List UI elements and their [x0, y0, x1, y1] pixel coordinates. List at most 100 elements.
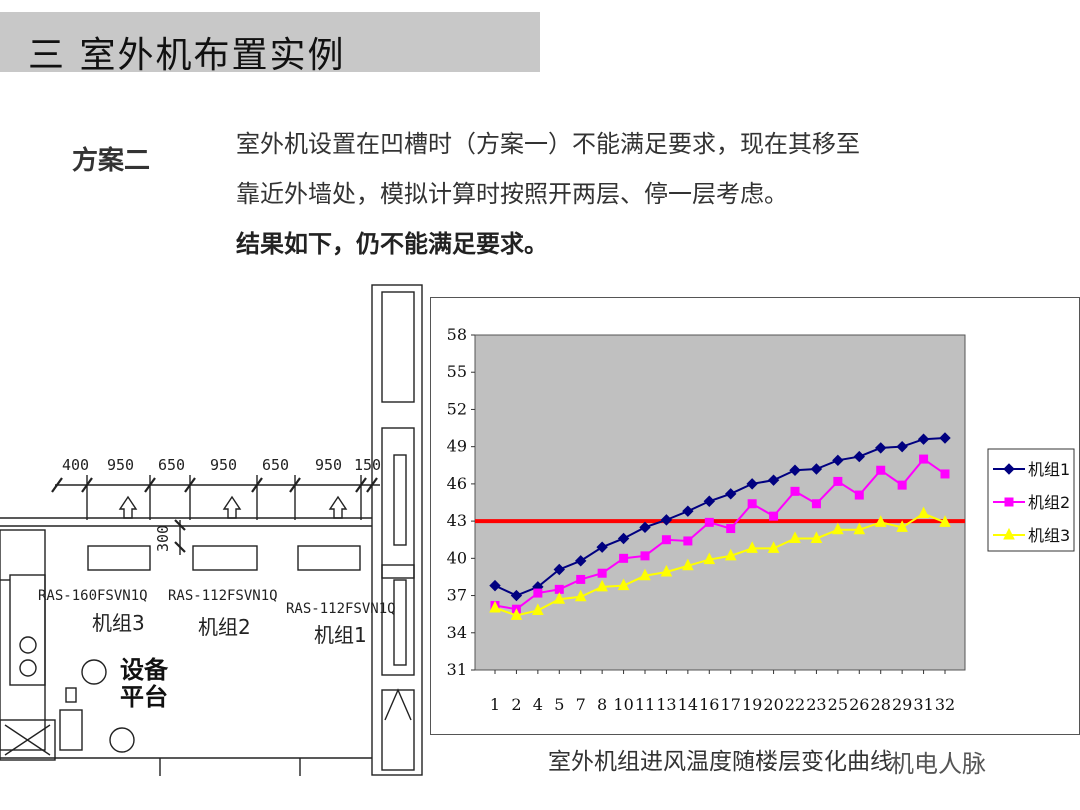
data-point [917, 433, 930, 445]
x-tick-label: 13 [656, 695, 676, 714]
data-point [874, 515, 887, 527]
data-point [769, 511, 779, 521]
data-point [553, 592, 566, 604]
legend-label: 机组1 [1028, 460, 1070, 479]
dimension-label: 400 [62, 456, 89, 474]
data-point [746, 478, 758, 490]
data-point [726, 524, 736, 534]
data-point [876, 465, 886, 475]
x-tick-label: 11 [635, 695, 655, 714]
data-point [532, 603, 544, 615]
data-point [939, 432, 951, 444]
x-tick-label: 8 [597, 695, 607, 714]
result-line: 结果如下，仍不能满足要求。 [236, 230, 548, 258]
y-tick-label: 43 [447, 511, 467, 530]
series-line [494, 436, 946, 597]
data-point [489, 600, 501, 613]
title-bar: 三 室外机布置实例 [0, 12, 540, 76]
x-tick-label: 31 [913, 695, 933, 714]
data-point [724, 548, 737, 561]
unit-label-1: 机组1 [314, 623, 367, 647]
data-point [617, 532, 630, 545]
legend-entry: 机组1 [993, 460, 1070, 479]
data-point [682, 505, 694, 517]
legend-marker [1003, 527, 1015, 540]
data-point [576, 574, 586, 584]
data-point [896, 520, 908, 532]
x-tick-label: 28 [871, 695, 891, 714]
data-point [640, 551, 650, 561]
data-point [597, 568, 607, 578]
watermark: 机电人脉 [890, 750, 986, 778]
data-point [767, 474, 780, 486]
data-point [703, 552, 716, 565]
data-point [810, 463, 823, 475]
description-line-2: 靠近外墙处，模拟计算时按照开两层、停一层考虑。 [236, 180, 788, 208]
x-tick-label: 4 [533, 695, 543, 714]
gap-dimension-label: 300 [154, 525, 172, 552]
data-point [660, 514, 673, 526]
data-point [832, 454, 844, 467]
legend-entry: 机组3 [993, 526, 1070, 545]
floor-plan-drawing: 400 950 650 950 650 950 150 300 RAS-160F… [0, 284, 423, 776]
series-1 [489, 432, 951, 602]
data-point [553, 563, 565, 576]
y-tick-label: 55 [447, 362, 467, 381]
x-tick-label: 23 [806, 695, 826, 714]
data-point [767, 541, 780, 553]
dimension-label: 650 [262, 456, 289, 474]
data-point [897, 480, 907, 490]
data-point [789, 531, 801, 543]
data-point [660, 564, 673, 577]
x-tick-label: 22 [785, 695, 805, 714]
dimension-label: 950 [315, 456, 342, 474]
y-tick-label: 52 [447, 399, 467, 418]
data-point [939, 515, 951, 527]
data-point [682, 558, 694, 571]
model-label-unit-3: RAS-160FSVN1Q [38, 588, 148, 604]
data-point [854, 490, 864, 500]
data-point [704, 517, 714, 527]
data-point [661, 535, 671, 545]
y-tick-label: 34 [447, 623, 467, 642]
data-point [747, 499, 757, 509]
x-tick-label: 26 [849, 695, 869, 714]
data-point [683, 536, 693, 546]
data-point [489, 579, 501, 592]
dimension-label: 650 [158, 456, 185, 474]
model-label-unit-2: RAS-112FSVN1Q [168, 588, 278, 604]
data-point [596, 541, 608, 553]
legend-entry: 机组2 [993, 493, 1070, 512]
data-point [574, 589, 587, 602]
unit-label-2: 机组2 [198, 615, 251, 639]
platform-label-line-1: 设备 [120, 656, 169, 684]
description-line-1: 室外机设置在凹槽时（方案一）不能满足要求，现在其移至 [236, 130, 860, 158]
slide-title: 三 室外机布置实例 [28, 35, 346, 76]
platform-label-line-2: 平台 [120, 683, 168, 711]
y-tick-label: 40 [447, 548, 467, 567]
data-point [896, 440, 908, 453]
model-label-unit-1: RAS-112FSVN1Q [286, 601, 396, 617]
x-tick-label: 16 [699, 695, 719, 714]
dimension-label: 950 [210, 456, 237, 474]
data-point [853, 522, 866, 535]
x-tick-label: 5 [554, 695, 564, 714]
data-point [510, 608, 523, 620]
data-point [575, 555, 587, 567]
data-point [617, 578, 630, 591]
x-tick-label: 25 [828, 695, 848, 714]
plan-label: 方案二 [72, 146, 151, 176]
data-point [533, 588, 543, 598]
y-tick-label: 31 [447, 660, 467, 679]
x-tick-label: 17 [721, 695, 741, 714]
data-point [853, 450, 865, 463]
legend-label: 机组3 [1028, 526, 1070, 545]
data-point [703, 495, 715, 507]
legend-marker [1004, 497, 1014, 507]
data-point [833, 476, 843, 486]
data-point [510, 589, 523, 602]
data-point [917, 506, 930, 519]
legend-marker [1003, 463, 1015, 475]
x-tick-label: 10 [613, 695, 633, 714]
y-tick-label: 58 [447, 325, 467, 344]
